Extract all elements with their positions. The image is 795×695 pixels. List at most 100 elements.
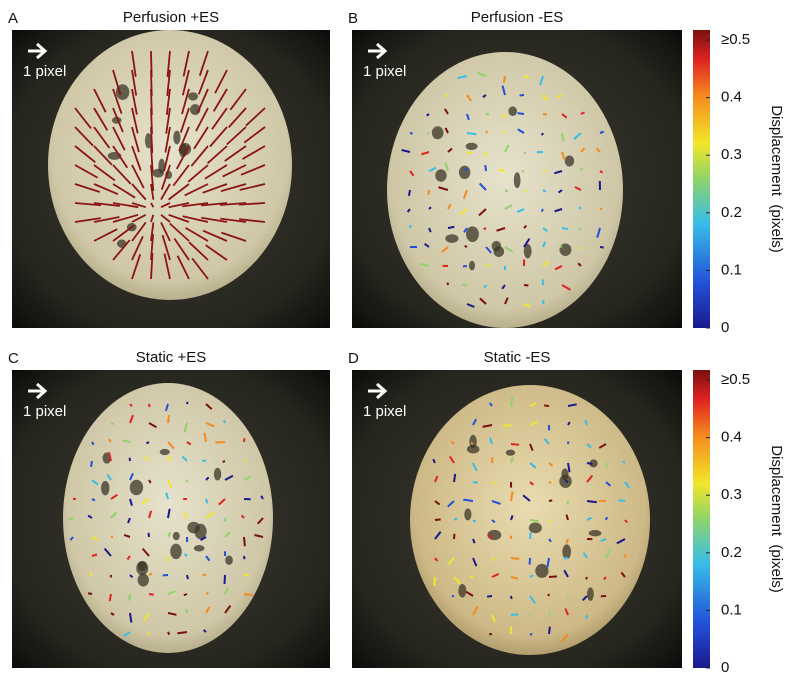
vector — [445, 95, 448, 96]
vector — [522, 171, 524, 172]
vector — [435, 519, 441, 520]
vector — [244, 537, 245, 546]
colorbar-tick-label: 0.1 — [721, 261, 742, 278]
vector — [606, 517, 607, 520]
vector — [549, 500, 552, 501]
vector — [549, 627, 550, 634]
vector — [511, 614, 518, 615]
pore — [469, 261, 475, 271]
colorbar-tick-label: 0.4 — [721, 89, 742, 106]
vector — [542, 209, 543, 212]
pore — [529, 523, 542, 534]
pore — [188, 92, 198, 100]
vector — [511, 444, 519, 445]
vector — [581, 168, 582, 171]
vector — [543, 170, 546, 171]
vector — [549, 612, 550, 615]
vector — [187, 575, 188, 579]
vector — [485, 152, 486, 157]
scale-label: 1 pixel — [363, 403, 406, 420]
vector — [503, 425, 511, 426]
colorbar — [693, 370, 710, 668]
pore — [136, 561, 148, 575]
vector — [606, 463, 607, 468]
panel-letter: B — [348, 10, 358, 27]
vector — [471, 443, 473, 444]
vector — [562, 228, 568, 229]
vector — [463, 500, 473, 501]
vector — [202, 460, 206, 461]
vector — [224, 575, 225, 584]
vector — [579, 207, 581, 209]
pore — [225, 555, 233, 564]
vector — [88, 593, 92, 594]
vector — [146, 442, 149, 443]
pore — [561, 468, 568, 480]
pore — [508, 106, 517, 116]
vector — [465, 246, 467, 247]
pore — [535, 564, 548, 578]
colorbar-tick-label: 0.2 — [721, 544, 742, 561]
vector — [511, 558, 519, 559]
vector — [110, 594, 111, 601]
vector — [148, 632, 149, 635]
vector — [244, 556, 245, 559]
pore — [173, 131, 180, 145]
vector — [168, 632, 169, 635]
vector — [149, 574, 152, 575]
vector — [130, 613, 131, 622]
vector — [600, 247, 604, 248]
colorbar-tick-label: 0.4 — [721, 429, 742, 446]
vector — [206, 593, 209, 594]
colorbar-tick-label: ≥0.5 — [721, 371, 750, 388]
pore — [464, 508, 471, 520]
vector — [434, 577, 435, 586]
pore — [445, 234, 458, 243]
pore — [459, 166, 470, 179]
vector — [467, 152, 472, 153]
vector — [586, 577, 587, 579]
vector — [486, 131, 487, 133]
pore — [562, 544, 571, 559]
vector — [528, 615, 530, 616]
vector — [244, 594, 253, 595]
colorbar-tick-label: ≥0.5 — [721, 31, 750, 48]
pore — [559, 243, 571, 255]
pore — [432, 126, 444, 139]
colorbar-label: Displacement (pixels) — [768, 445, 785, 593]
vector — [518, 113, 524, 114]
pore — [514, 172, 521, 188]
vector — [129, 594, 130, 601]
panel-letter: C — [8, 350, 19, 367]
vector — [524, 190, 526, 192]
vector — [92, 442, 94, 445]
pore — [160, 449, 170, 455]
vector — [467, 133, 477, 134]
vector — [487, 596, 492, 597]
vector — [549, 482, 551, 483]
vector — [473, 482, 478, 483]
vector — [224, 420, 225, 423]
panel-title: Perfusion +ES — [123, 9, 219, 26]
scale-label: 1 pixel — [23, 403, 66, 420]
vector — [524, 285, 528, 286]
vector — [587, 501, 597, 502]
vector — [149, 594, 154, 595]
vector — [448, 227, 454, 228]
pore — [194, 545, 205, 551]
vector — [560, 246, 562, 247]
pore — [138, 574, 149, 587]
vector — [502, 132, 505, 133]
colorbar-tick-label: 0.3 — [721, 146, 742, 163]
vector — [600, 171, 603, 173]
vector — [544, 405, 549, 406]
vector — [498, 170, 505, 171]
vector — [543, 300, 544, 304]
colorbar-tick-label: 0.1 — [721, 601, 742, 618]
vector — [149, 404, 150, 407]
vector — [511, 596, 512, 599]
vector — [168, 415, 169, 423]
vector — [530, 520, 539, 521]
vector — [548, 594, 549, 596]
